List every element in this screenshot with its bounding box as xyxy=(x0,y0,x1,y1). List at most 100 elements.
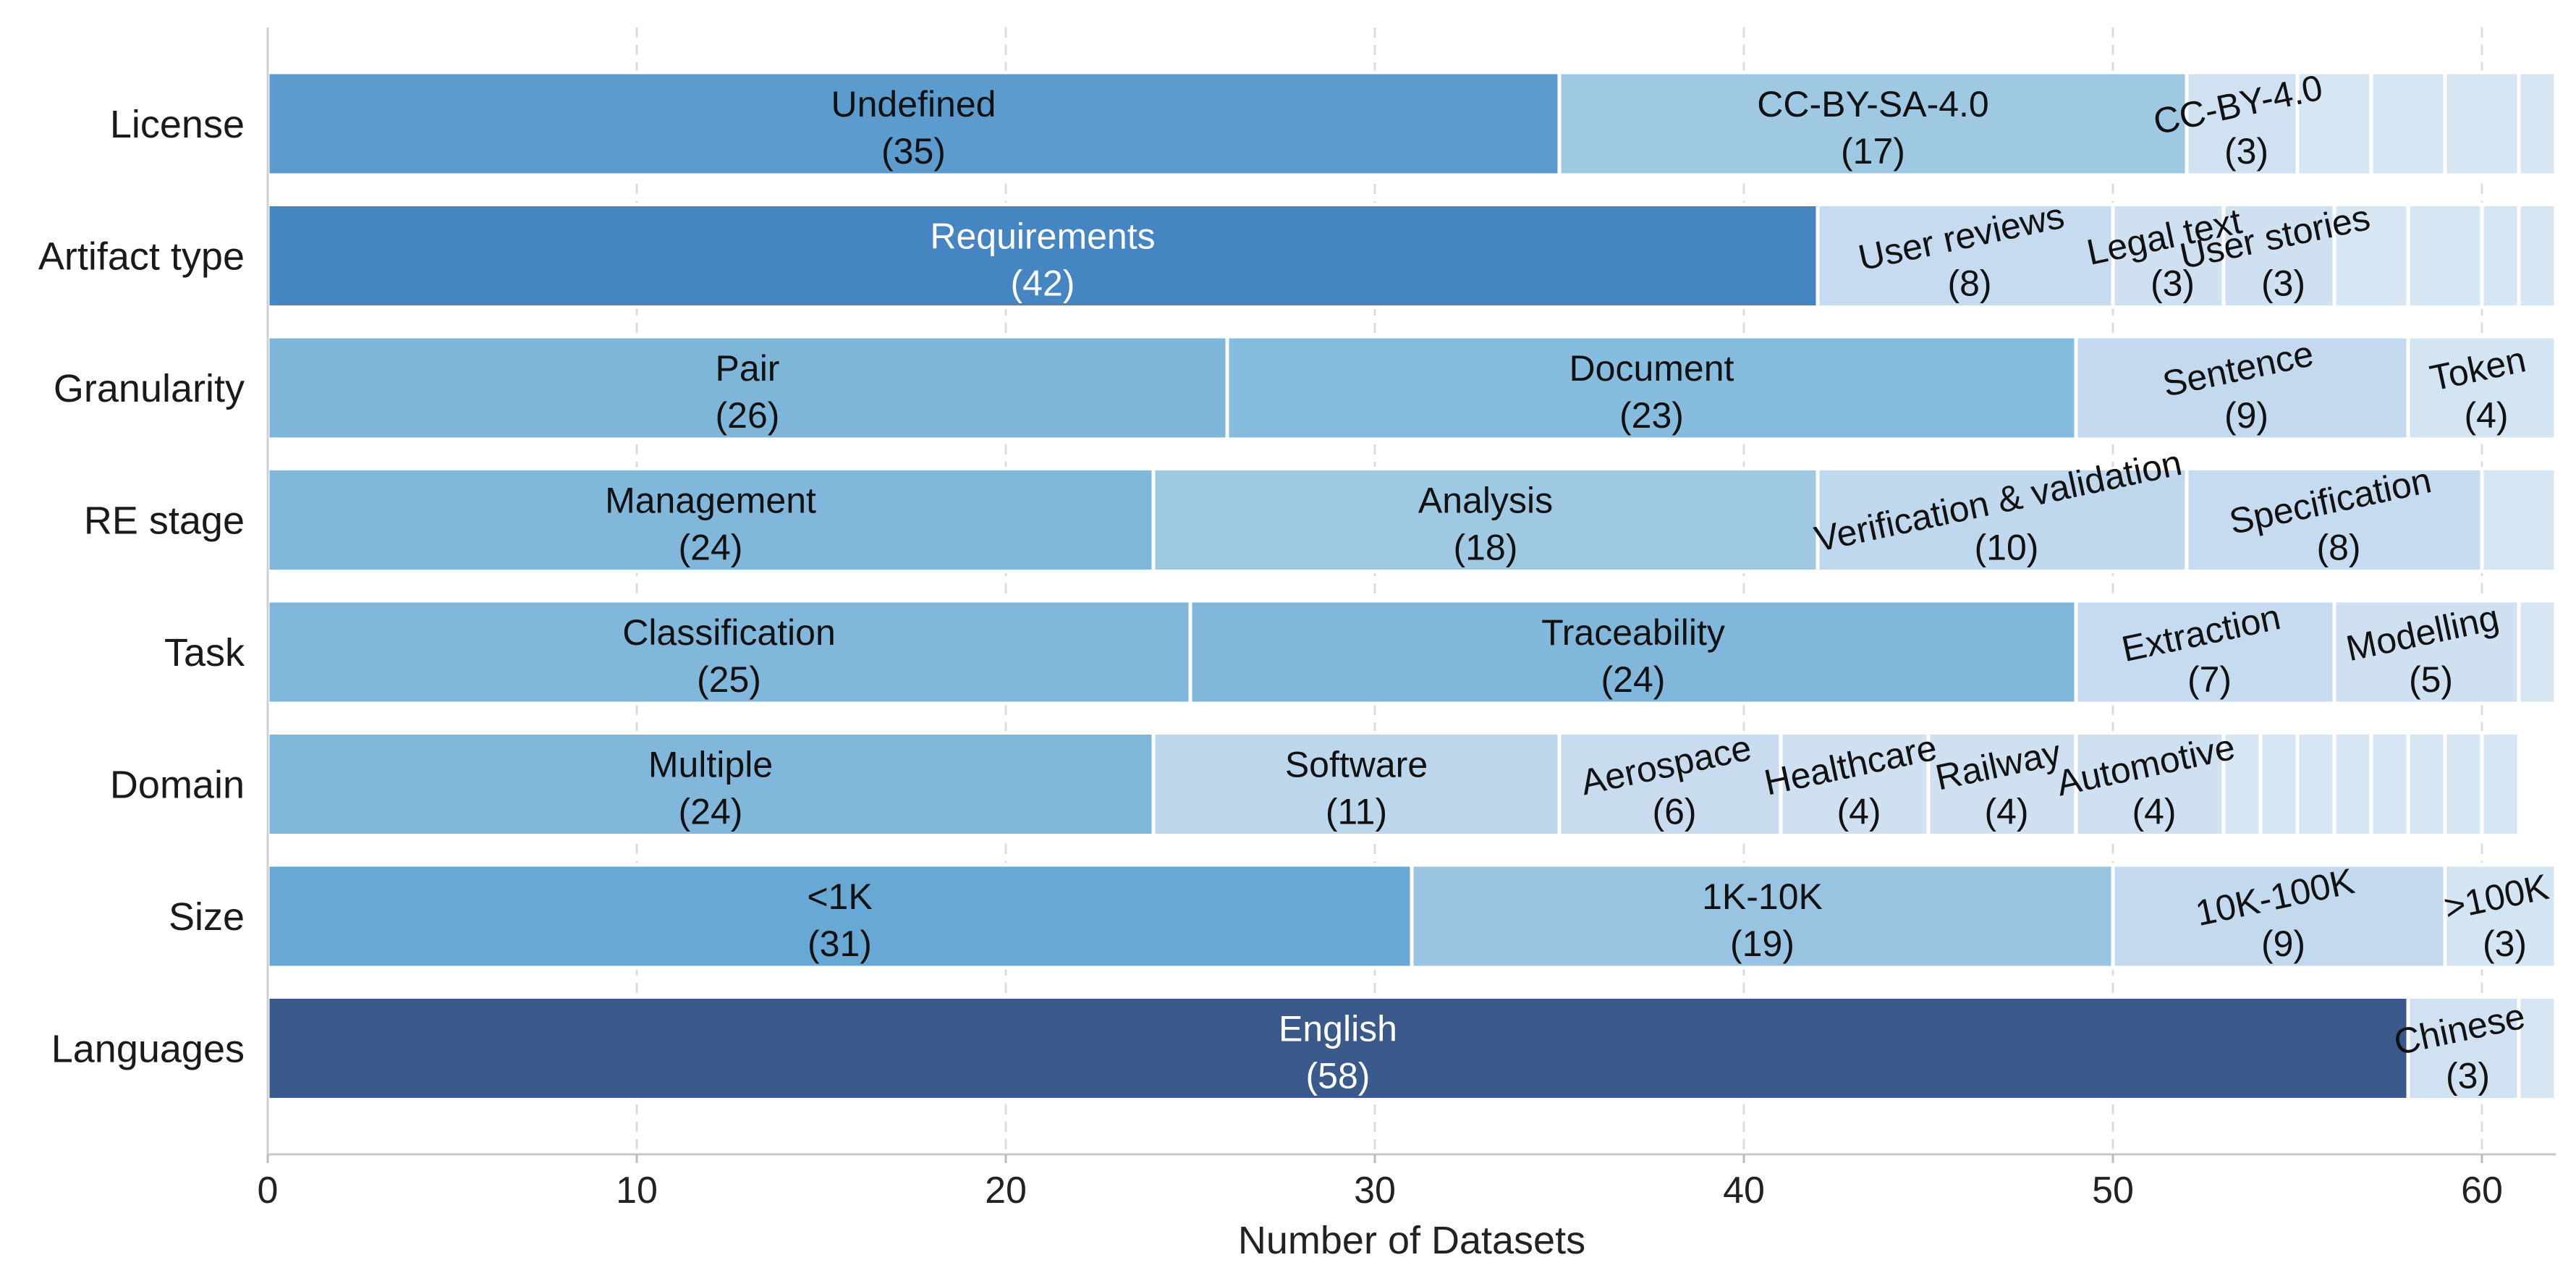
segment-value: (8) xyxy=(1947,263,1991,304)
segment-value: (3) xyxy=(2261,263,2305,304)
segment-value: (3) xyxy=(2224,131,2268,172)
bar-segment xyxy=(2332,203,2410,309)
bar-segment xyxy=(2443,863,2558,970)
segment-label-group: Traceability xyxy=(1541,612,1725,653)
bar-segment xyxy=(2480,731,2521,837)
bar-segment xyxy=(2221,731,2263,837)
segment-value: (4) xyxy=(1836,792,1881,832)
bar-segment xyxy=(2185,70,2300,177)
bar-segment xyxy=(2406,203,2484,309)
bar-segment xyxy=(2517,203,2558,309)
bar-segment xyxy=(2074,731,2226,837)
bar-segment xyxy=(2406,731,2447,837)
bar-segment xyxy=(2517,599,2558,706)
category-label: Size xyxy=(169,895,245,939)
x-axis-title: Number of Datasets xyxy=(1238,1219,1585,1262)
segment-value: (4) xyxy=(2132,792,2176,832)
grid-lines xyxy=(635,28,2483,1154)
x-tick-label: 10 xyxy=(616,1170,658,1212)
segment-label: Undefined xyxy=(831,84,996,124)
bar-segment xyxy=(266,731,1156,837)
segment-value: (4) xyxy=(1984,792,2028,832)
segment-value: (25) xyxy=(697,659,761,700)
bar-segment xyxy=(2480,203,2521,309)
segment-value: (3) xyxy=(2446,1056,2490,1096)
segment-value: (7) xyxy=(2187,659,2232,700)
segment-value: (3) xyxy=(2151,263,2195,304)
segment-label-group: CC-BY-SA-4.0 xyxy=(1757,84,1988,124)
bar-segment xyxy=(2295,731,2336,837)
bar-segment xyxy=(1151,731,1562,837)
category-label: Languages xyxy=(51,1028,245,1071)
x-tick-label: 20 xyxy=(985,1170,1027,1212)
bar-segment xyxy=(2443,70,2521,177)
segment-label: Multiple xyxy=(648,745,773,785)
segment-label: Software xyxy=(1285,745,1428,785)
bar-segment xyxy=(2406,334,2558,441)
bar-segment xyxy=(2258,731,2300,837)
segment-value: (26) xyxy=(716,395,780,436)
segment-value: (23) xyxy=(1619,395,1684,436)
segment-label: <1K xyxy=(807,876,872,917)
bar-segment xyxy=(266,863,1414,970)
bar-segment xyxy=(266,467,1156,573)
segment-value: (6) xyxy=(1652,792,1696,832)
segment-label-group: Pair xyxy=(716,348,780,389)
bar-segment xyxy=(2332,731,2373,837)
segment-label: Pair xyxy=(716,348,780,389)
bar-segment xyxy=(1151,467,1820,573)
bar-segment xyxy=(2369,70,2447,177)
segment-value: (9) xyxy=(2224,395,2268,436)
segment-label-group: Undefined xyxy=(831,84,996,124)
segment-value: (8) xyxy=(2316,528,2360,568)
segment-label: CC-BY-SA-4.0 xyxy=(1757,84,1988,124)
x-tick-label: 30 xyxy=(1354,1170,1396,1212)
segment-value: (3) xyxy=(2483,923,2527,964)
bar-segment xyxy=(266,70,1562,177)
bar-segment xyxy=(2480,467,2558,573)
bar-segment xyxy=(1816,203,2115,309)
bar-segment xyxy=(1557,70,2189,177)
segment-label-group: Management xyxy=(605,481,816,521)
segment-label-group: English xyxy=(1279,1009,1397,1049)
segment-value: (9) xyxy=(2261,923,2305,964)
bar-segment xyxy=(2517,995,2558,1102)
bar-segment xyxy=(2074,334,2410,441)
x-tick-label: 40 xyxy=(1723,1170,1765,1212)
category-label: Domain xyxy=(110,764,245,807)
segment-label-group: Classification xyxy=(622,612,836,653)
bar-segment xyxy=(266,995,2410,1102)
segment-value: (42) xyxy=(1011,263,1075,304)
category-label: Task xyxy=(164,631,245,675)
category-label: Artifact type xyxy=(38,235,245,279)
segment-label-group: Multiple xyxy=(648,745,773,785)
bar-segment xyxy=(1410,863,2115,970)
x-tick-label: 0 xyxy=(258,1170,279,1212)
segment-value: (35) xyxy=(881,131,946,172)
category-label: Granularity xyxy=(54,367,245,410)
x-axis: 0 10 20 30 40 50 60 xyxy=(258,28,2556,1212)
y-axis-labels: License Artifact type Granularity RE stage T… xyxy=(38,103,245,1071)
bar-segment xyxy=(2443,731,2484,837)
segment-label: Classification xyxy=(622,612,836,653)
category-label: License xyxy=(110,103,245,146)
segment-value: (10) xyxy=(1975,528,2039,568)
segment-label-group: Analysis xyxy=(1418,481,1553,521)
x-tick-label: 60 xyxy=(2461,1170,2503,1212)
bar-segment xyxy=(2074,599,2336,706)
segment-label-group: Software xyxy=(1285,745,1428,785)
segment-label-group: Document xyxy=(1569,348,1734,389)
segment-label: Requirements xyxy=(930,216,1155,257)
bar-segment xyxy=(2295,70,2373,177)
segment-label: Document xyxy=(1569,348,1734,389)
segment-label: Analysis xyxy=(1418,481,1553,521)
segment-value: (11) xyxy=(1326,792,1387,832)
bar-segment xyxy=(2369,731,2410,837)
bar-segment xyxy=(2332,599,2521,706)
x-tick-label: 50 xyxy=(2092,1170,2134,1212)
bar-segment xyxy=(2517,70,2558,177)
segment-value: (4) xyxy=(2464,395,2508,436)
bar-segment xyxy=(266,599,1192,706)
segment-label: Management xyxy=(605,481,816,521)
